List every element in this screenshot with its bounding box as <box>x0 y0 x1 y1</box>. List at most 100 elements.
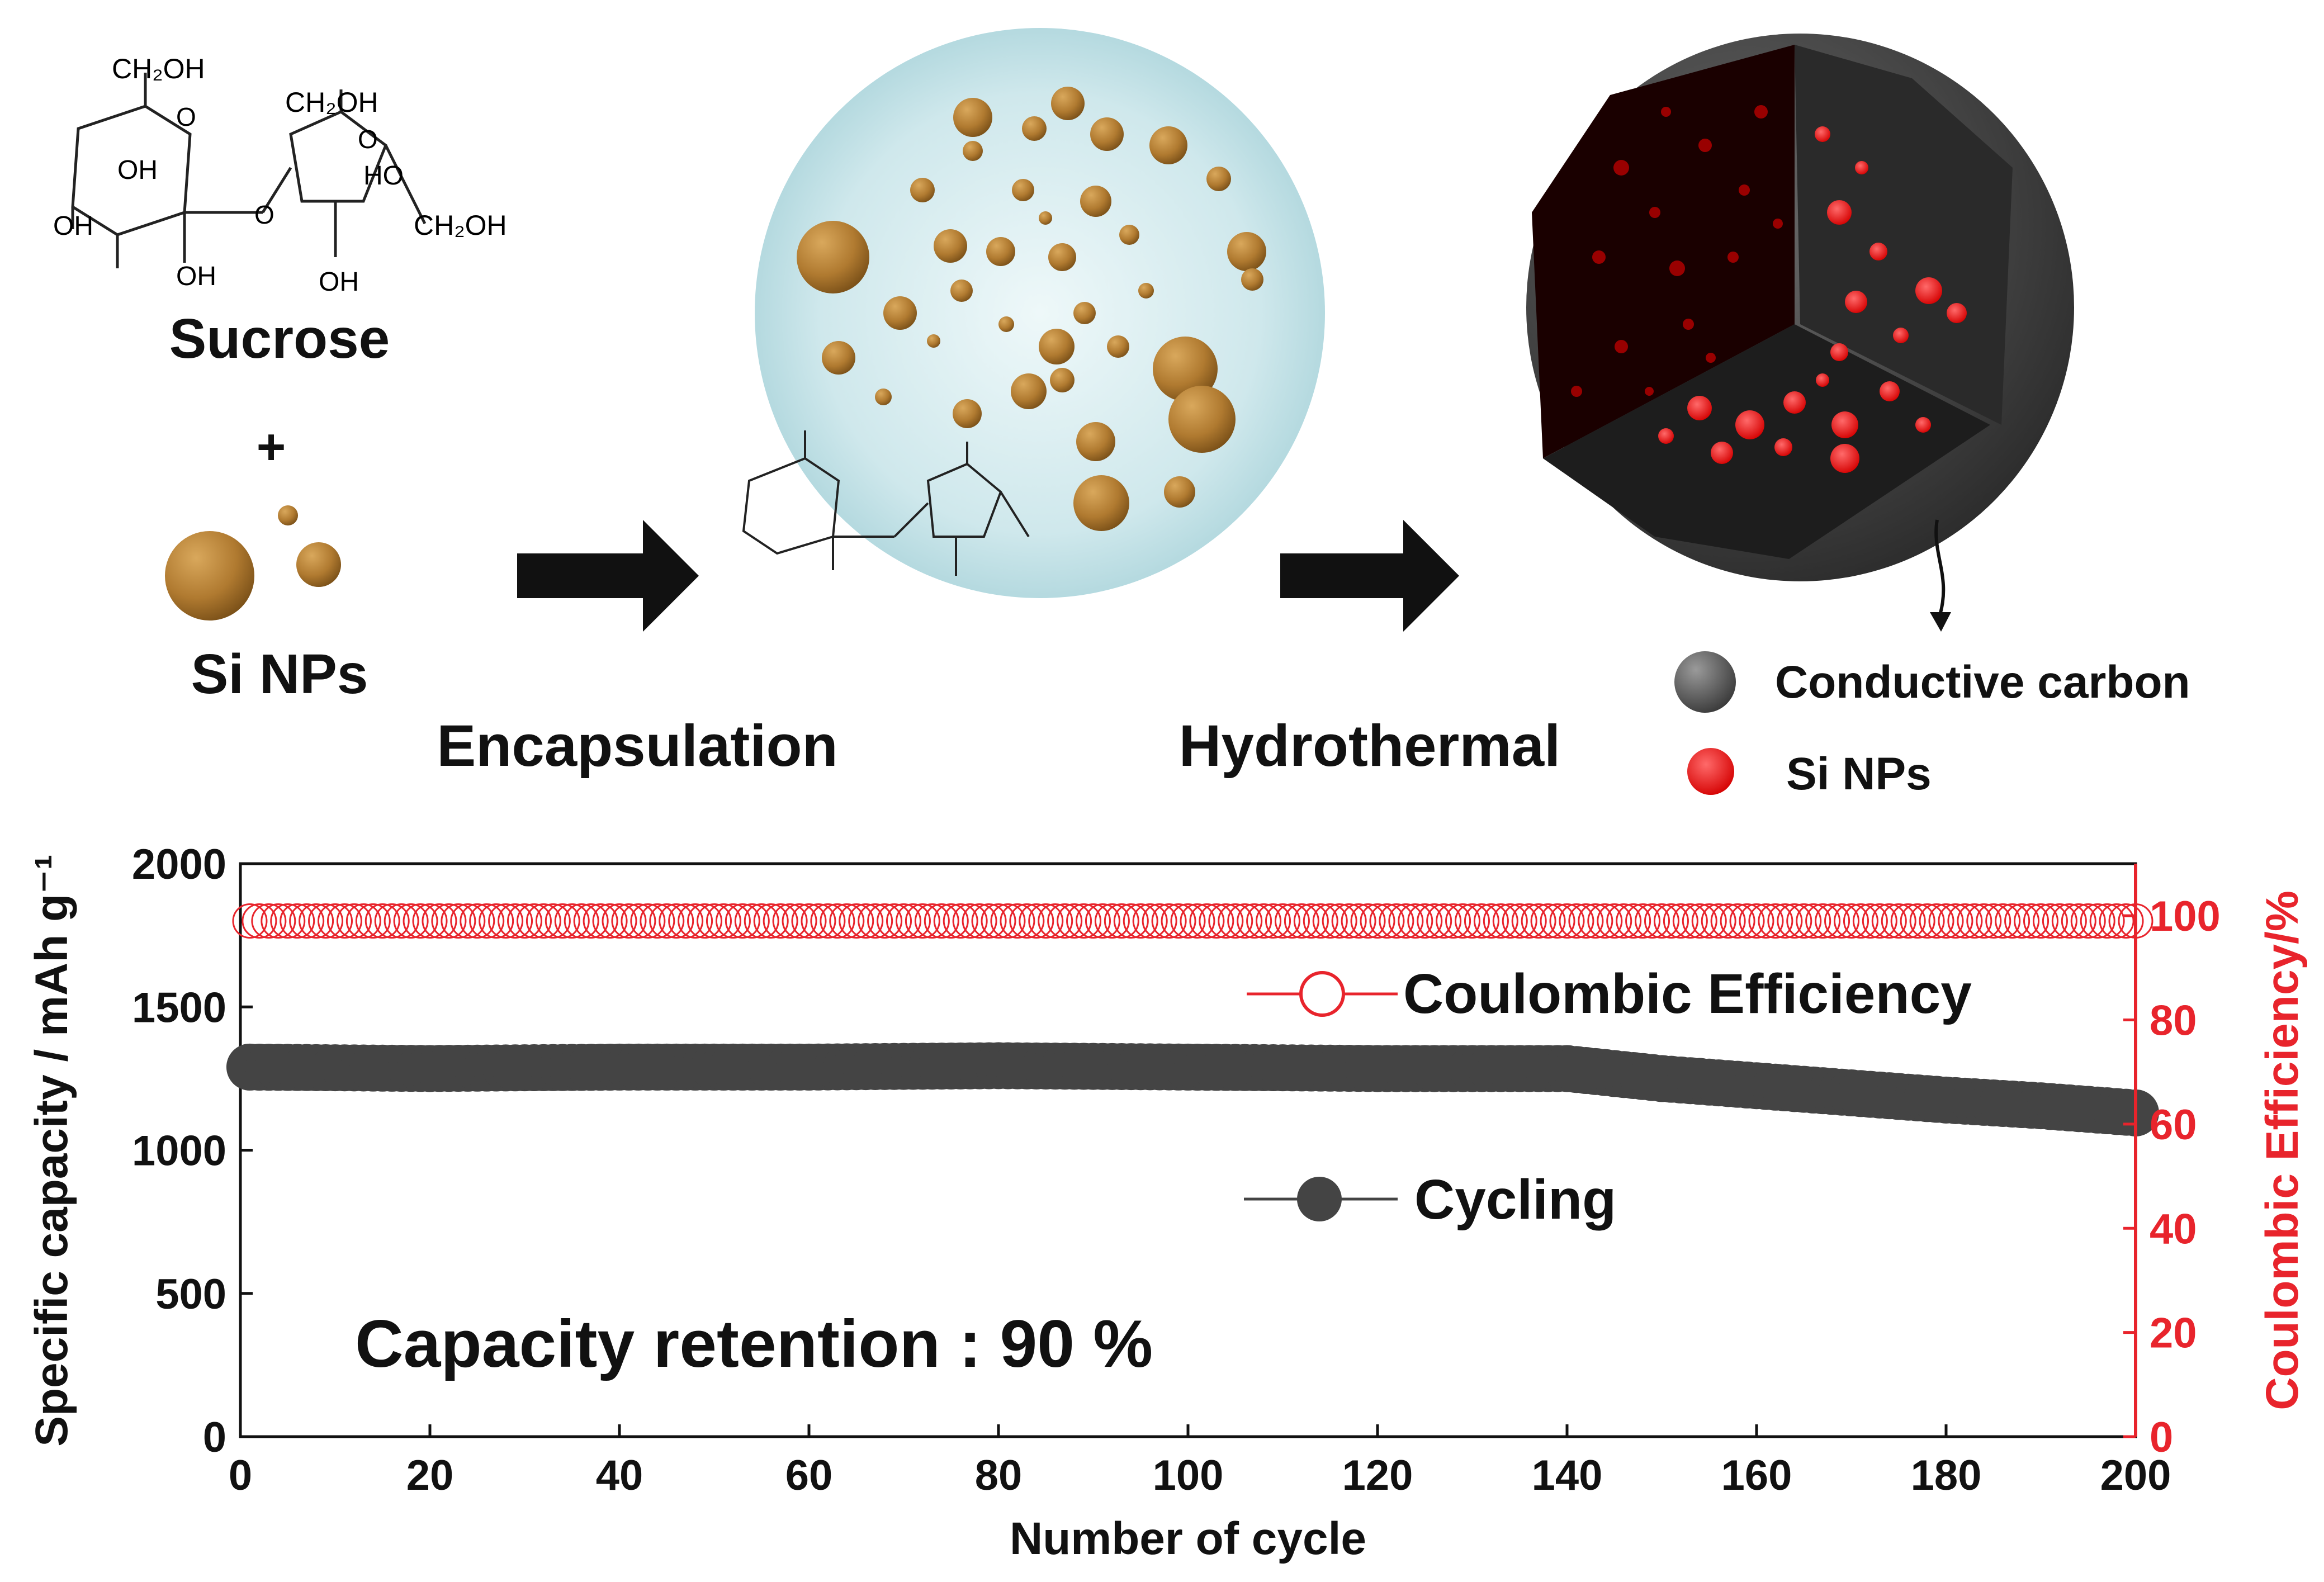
ce-point <box>1900 903 1935 939</box>
ce-point <box>374 903 410 939</box>
ce-point <box>1928 903 1964 939</box>
ce-point <box>763 903 798 939</box>
ce-point <box>1379 903 1414 939</box>
x-tick-label: 80 <box>975 1452 1023 1499</box>
ch2oh-label-b: CH₂OH <box>285 87 378 118</box>
ce-point <box>1398 903 1433 939</box>
x-tick-label: 140 <box>1532 1452 1603 1499</box>
ce-point <box>1492 903 1528 939</box>
ce-point <box>535 903 571 939</box>
ce-point <box>1606 903 1642 939</box>
ce-point <box>1426 903 1462 939</box>
ce-point <box>1123 903 1158 939</box>
ce-point <box>1322 903 1357 939</box>
ce-point <box>1436 903 1471 939</box>
ce-point <box>460 903 495 939</box>
ce-point <box>1019 903 1054 939</box>
ce-point <box>933 903 969 939</box>
ce-point <box>1464 903 1499 939</box>
encapsulation-label: Encapsulation <box>437 713 838 779</box>
ce-point <box>1028 903 1064 939</box>
ce-point <box>1369 903 1405 939</box>
legend: Coulombic Efficiency Cycling <box>1244 963 1972 1231</box>
sucrose-structure <box>71 73 427 268</box>
ce-point <box>1180 903 1215 939</box>
ce-point <box>1521 903 1556 939</box>
y2-tick-label: 100 <box>2150 893 2221 940</box>
ce-point <box>1331 903 1367 939</box>
ce-point <box>1587 903 1623 939</box>
legend-cycling-label: Cycling <box>1414 1168 1616 1231</box>
ce-point <box>962 903 997 939</box>
ce-point <box>1616 903 1651 939</box>
ce-point <box>1246 903 1282 939</box>
ce-point <box>1473 903 1509 939</box>
ce-point <box>820 903 855 939</box>
ce-point <box>1834 903 1869 939</box>
ce-point <box>1852 903 1888 939</box>
ce-point <box>299 903 334 939</box>
ce-point <box>877 903 912 939</box>
ce-point <box>1284 903 1319 939</box>
y2-tick-label: 20 <box>2150 1310 2197 1357</box>
ce-point <box>1076 903 1111 939</box>
ce-point <box>1312 903 1348 939</box>
ce-point <box>1189 903 1225 939</box>
y2-tick-label: 60 <box>2150 1101 2197 1149</box>
x-tick-label: 20 <box>406 1452 454 1499</box>
ce-point <box>280 903 315 939</box>
ce-point <box>1303 903 1338 939</box>
ce-point <box>1644 903 1679 939</box>
ce-point <box>839 903 874 939</box>
ce-point <box>1445 903 1481 939</box>
ce-point <box>2080 903 2115 939</box>
ce-point <box>1729 903 1765 939</box>
ce-point <box>1559 903 1594 939</box>
ce-point <box>1530 903 1566 939</box>
legend-carbon-label: Conductive carbon <box>1775 657 2190 708</box>
ce-point <box>1502 903 1537 939</box>
ce-point <box>981 903 1016 939</box>
ce-point <box>1815 903 1850 939</box>
ce-point <box>744 903 779 939</box>
arrow-right-icon <box>1280 520 1459 632</box>
oh-label-4: OH <box>319 267 359 297</box>
ce-point <box>1748 903 1784 939</box>
ce-point <box>914 903 950 939</box>
ce-point <box>810 903 846 939</box>
ce-point <box>782 903 817 939</box>
si-nanoparticles <box>165 505 341 621</box>
ce-point <box>1786 903 1822 939</box>
x-tick-label: 60 <box>785 1452 833 1499</box>
ce-point <box>649 903 685 939</box>
ce-point <box>526 903 561 939</box>
ce-point <box>1862 903 1897 939</box>
ce-point <box>1966 903 2002 939</box>
ce-point <box>1625 903 1661 939</box>
ce-point <box>1009 903 1045 939</box>
ce-point <box>725 903 760 939</box>
ce-point <box>867 903 903 939</box>
x-tick-label: 160 <box>1721 1452 1792 1499</box>
ce-point <box>2004 903 2040 939</box>
ce-point <box>1208 903 1244 939</box>
ce-point <box>441 903 476 939</box>
hydrothermal-label: Hydrothermal <box>1179 713 1561 779</box>
ce-point <box>848 903 884 939</box>
ho-label: HO <box>363 161 404 191</box>
ce-point <box>2042 903 2077 939</box>
ce-point <box>498 903 533 939</box>
x-axis-label: Number of cycle <box>1010 1513 1366 1564</box>
y2-axis-label: Coulombic Efficiency/% <box>2257 891 2308 1410</box>
ce-point <box>602 903 637 939</box>
ce-point <box>886 903 921 939</box>
ce-point <box>1824 903 1860 939</box>
ce-point <box>1947 903 1983 939</box>
ce-point <box>545 903 580 939</box>
pointer-arrow-icon <box>1934 519 1946 615</box>
ce-point <box>1540 903 1575 939</box>
x-tick-label: 40 <box>596 1452 643 1499</box>
ce-point <box>1274 903 1310 939</box>
ce-point <box>384 903 419 939</box>
ce-point <box>1511 903 1547 939</box>
